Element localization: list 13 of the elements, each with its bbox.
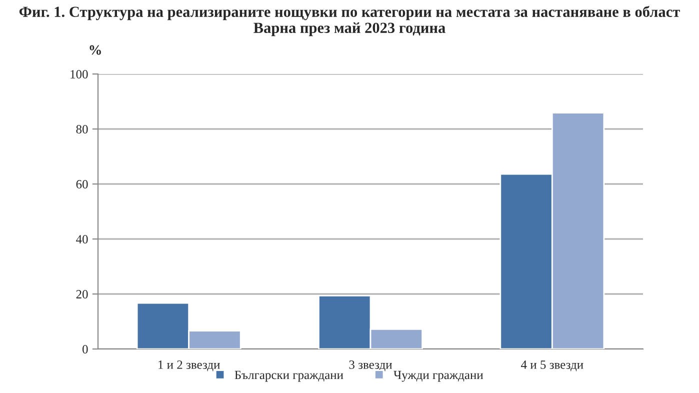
x-tick-label: 4 и 5 звезди [521, 360, 584, 372]
x-tick-label: 3 звезди [349, 360, 392, 372]
legend-label: Чужди граждани [394, 370, 484, 382]
y-tick-label: 100 [70, 70, 88, 78]
y-tick-label: 20 [76, 290, 88, 298]
legend-label: Български граждани [234, 370, 344, 382]
y-tick-label: 0 [82, 345, 88, 354]
y-tick-label: 80 [76, 125, 88, 134]
y-axis-title: % [90, 45, 101, 55]
y-tick-label: 40 [76, 235, 88, 244]
x-tick-label: 1 и 2 звезди [158, 360, 220, 372]
y-tick-label: 60 [76, 180, 88, 188]
chart-title: Фиг. 1. Структура на реализираните нощувки по категории на местата за настаняване в област Варна през май 2023 година [19, 6, 680, 36]
